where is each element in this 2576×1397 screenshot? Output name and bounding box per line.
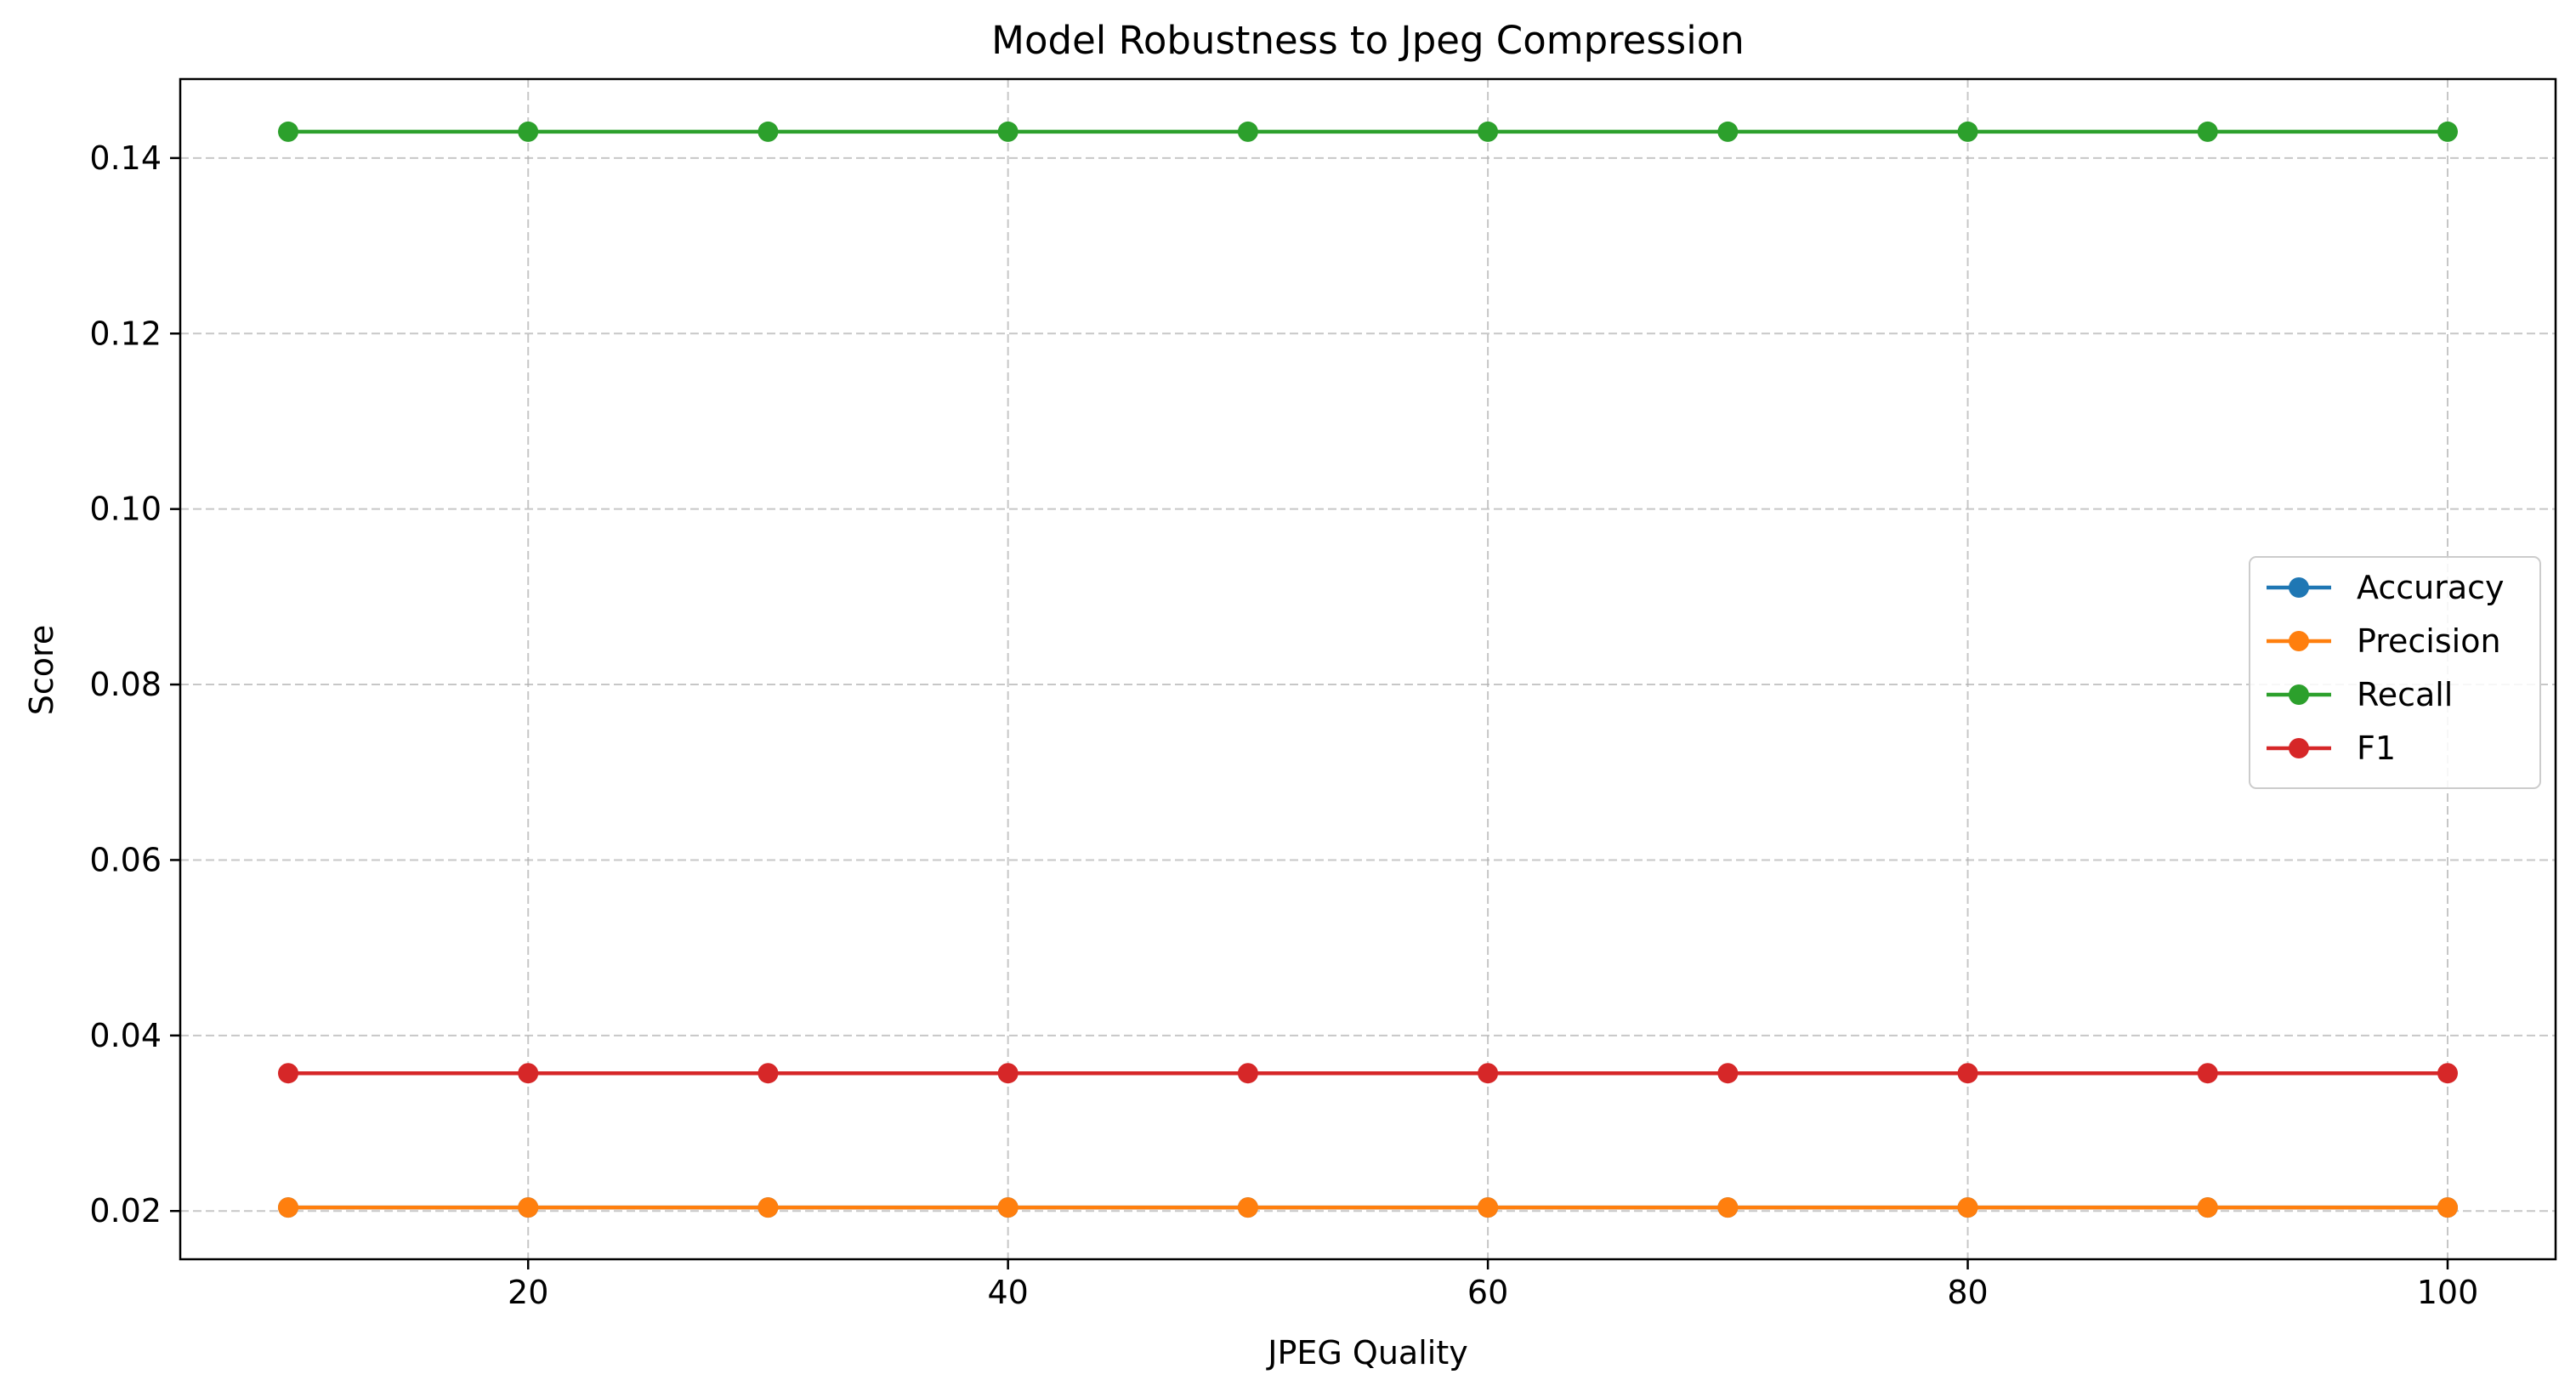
data-point-f1 [1237, 1063, 1258, 1084]
data-point-recall [2437, 121, 2458, 142]
data-point-precision [997, 1197, 1018, 1218]
data-point-precision [518, 1197, 539, 1218]
x-tick-label: 40 [987, 1274, 1028, 1311]
y-tick-label: 0.14 [89, 139, 162, 177]
legend-label-accuracy: Accuracy [2357, 569, 2505, 606]
y-tick-label: 0.10 [89, 491, 162, 528]
legend-marker-precision [2289, 631, 2309, 651]
series-f1 [278, 1063, 2458, 1084]
x-tick-label: 80 [1947, 1274, 1988, 1311]
legend-item-accuracy: Accuracy [2267, 569, 2505, 606]
data-point-precision [2437, 1197, 2458, 1218]
data-point-recall [2197, 121, 2218, 142]
data-point-precision [1957, 1197, 1978, 1218]
data-point-recall [518, 121, 539, 142]
x-tick-label: 100 [2417, 1274, 2479, 1311]
legend: Accuracy Precision Recall F1 [2249, 556, 2541, 789]
y-tick-label: 0.12 [89, 315, 162, 352]
data-point-recall [997, 121, 1018, 142]
legend-marker-recall [2289, 684, 2309, 705]
x-axis-label: JPEG Quality [1266, 1334, 1467, 1371]
y-tick-label: 0.06 [89, 841, 162, 878]
data-point-precision [1717, 1197, 1739, 1218]
data-point-precision [1478, 1197, 1499, 1218]
legend-item-precision: Precision [2267, 622, 2501, 660]
chart-title: Model Robustness to Jpeg Compression [991, 18, 1745, 63]
data-point-f1 [1957, 1063, 1978, 1084]
legend-label-f1: F1 [2357, 730, 2396, 767]
series-recall [278, 121, 2458, 142]
ticks: 20 40 60 80 100 0.02 0.04 0.06 0.08 0.10 0.12 0.14 [89, 139, 2478, 1311]
x-tick-label: 20 [508, 1274, 548, 1311]
y-tick-label: 0.08 [89, 666, 162, 703]
legend-marker-f1 [2289, 738, 2309, 758]
legend-item-recall: Recall [2267, 676, 2453, 713]
y-axis-label: Score [23, 625, 60, 715]
legend-box [2249, 556, 2541, 789]
data-point-f1 [278, 1063, 298, 1084]
data-point-recall [1478, 121, 1499, 142]
data-point-f1 [2197, 1063, 2218, 1084]
data-point-f1 [997, 1063, 1018, 1084]
x-tick-label: 60 [1467, 1274, 1508, 1311]
data-point-recall [757, 121, 779, 142]
legend-label-recall: Recall [2357, 676, 2453, 713]
data-point-recall [1957, 121, 1978, 142]
legend-item-f1: F1 [2267, 730, 2396, 767]
legend-marker-accuracy [2289, 577, 2309, 598]
data-point-recall [278, 121, 298, 142]
y-tick-label: 0.02 [89, 1192, 162, 1229]
data-point-f1 [1478, 1063, 1499, 1084]
legend-label-precision: Precision [2357, 622, 2501, 660]
data-point-f1 [518, 1063, 539, 1084]
series-group [278, 121, 2458, 1218]
plot-frame [179, 77, 2557, 1261]
data-point-precision [278, 1197, 298, 1218]
y-tick-label: 0.04 [89, 1017, 162, 1054]
data-point-f1 [757, 1063, 779, 1084]
data-point-f1 [2437, 1063, 2458, 1084]
data-point-precision [757, 1197, 779, 1218]
data-point-precision [2197, 1197, 2218, 1218]
series-precision [278, 1197, 2458, 1218]
data-point-recall [1237, 121, 1258, 142]
data-point-recall [1717, 121, 1739, 142]
data-point-f1 [1717, 1063, 1739, 1084]
data-point-precision [1237, 1197, 1258, 1218]
